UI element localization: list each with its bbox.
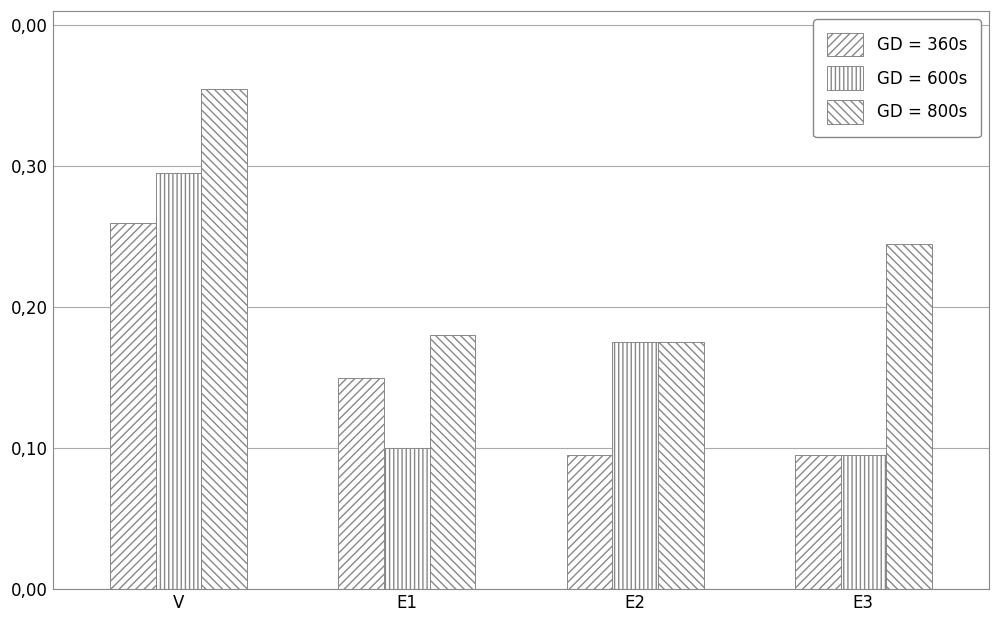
Bar — [430, 335, 475, 589]
Bar — [110, 222, 156, 589]
Bar — [384, 448, 430, 589]
Bar — [658, 343, 704, 589]
Bar — [156, 173, 201, 589]
Bar — [841, 455, 886, 589]
Bar — [795, 455, 841, 589]
Bar — [338, 378, 384, 589]
Bar — [201, 88, 247, 589]
Bar — [567, 455, 612, 589]
Legend: GD = 360s, GD = 600s, GD = 800s: GD = 360s, GD = 600s, GD = 800s — [813, 19, 981, 137]
Bar — [886, 244, 932, 589]
Bar — [612, 343, 658, 589]
